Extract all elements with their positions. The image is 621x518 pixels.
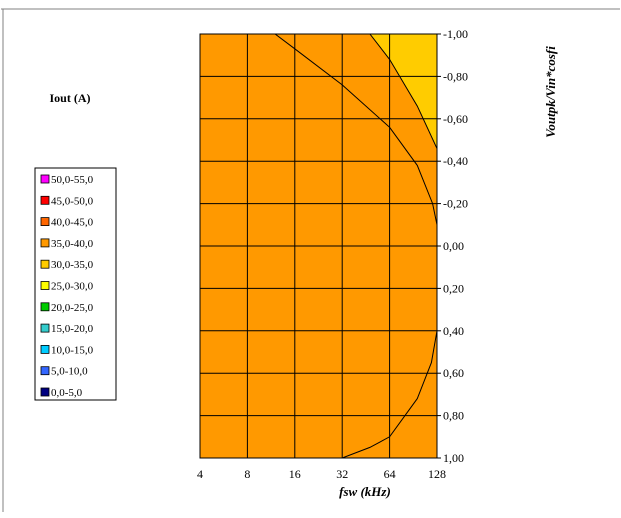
legend-swatch [40, 217, 50, 227]
y-tick-label: -0,80 [443, 69, 468, 83]
legend-swatch [40, 302, 50, 312]
legend-swatch [40, 238, 50, 248]
y-tick-label: -0,20 [443, 197, 468, 211]
y-tick-label: -0,60 [443, 112, 468, 126]
y-tick-label: 0,60 [443, 366, 464, 380]
legend-swatch [40, 259, 50, 269]
y-tick-label: 0,00 [443, 239, 464, 253]
contour-band-30 [369, 34, 437, 149]
legend-swatch [40, 387, 50, 397]
legend-title: Iout (A) [50, 91, 91, 105]
legend-label: 0,0-5,0 [51, 387, 83, 399]
legend-swatch [40, 323, 50, 333]
legend-label: 35,0-40,0 [51, 238, 94, 250]
y-tick-label: 0,20 [443, 281, 464, 295]
legend-label: 45,0-50,0 [51, 195, 94, 207]
y-tick-label: -0,40 [443, 154, 468, 168]
x-axis-label: fsw (kHz) [339, 484, 391, 499]
legend: 50,0-55,0 45,0-50,0 40,0-45,0 35,0-40,0 30,0… [34, 167, 117, 401]
legend-label: 25,0-30,0 [51, 281, 94, 293]
legend-swatch [40, 195, 50, 205]
contour-fills [200, 34, 437, 458]
x-tick-label: 4 [197, 467, 203, 481]
y-tick-label: 0,40 [443, 324, 464, 338]
x-tick-label: 8 [244, 467, 250, 481]
legend-label: 15,0-20,0 [51, 323, 94, 335]
x-axis-ticks: 4 8 16 32 64 128 [197, 467, 446, 481]
y-axis-label: Voutpk/Vin*cosfi [543, 46, 558, 138]
legend-label: 5,0-10,0 [51, 366, 88, 378]
legend-label: 40,0-45,0 [51, 217, 94, 229]
x-tick-label: 128 [428, 467, 446, 481]
legend-swatch [40, 174, 50, 184]
legend-label: 10,0-15,0 [51, 344, 94, 356]
x-tick-label: 64 [384, 467, 396, 481]
legend-label: 30,0-35,0 [51, 259, 94, 271]
legend-label: 50,0-55,0 [51, 174, 94, 186]
legend-swatch [40, 366, 50, 376]
y-axis-ticks: -1,00 -0,80 -0,60 -0,40 -0,20 0,00 0,20 0,40 0,6… [437, 27, 468, 465]
legend-swatch [40, 344, 50, 354]
y-tick-label: 1,00 [443, 451, 464, 465]
legend-label: 20,0-25,0 [51, 302, 94, 314]
x-tick-label: 16 [289, 467, 301, 481]
x-tick-label: 32 [336, 467, 348, 481]
y-tick-label: 0,80 [443, 409, 464, 423]
y-tick-label: -1,00 [443, 27, 468, 41]
legend-swatch [40, 281, 50, 290]
